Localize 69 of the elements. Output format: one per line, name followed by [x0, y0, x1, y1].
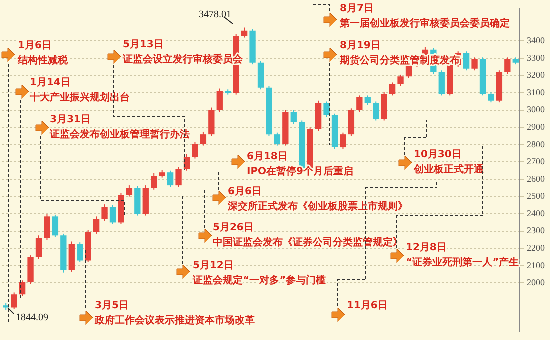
y-tick-label: 2600 — [527, 174, 546, 184]
candlestick — [324, 101, 330, 118]
annotation: 5月26日 — [213, 222, 254, 234]
annotation: 11月6日 — [347, 300, 388, 312]
annotation: 结构性减税 — [17, 54, 69, 67]
y-tick-label: 3200 — [527, 70, 546, 80]
y-tick-label: 2300 — [527, 226, 546, 236]
annotation: IPO在暂停9个月后重启 — [247, 166, 354, 178]
candlestick — [389, 82, 396, 96]
annotation: 5月13日 — [123, 40, 164, 51]
annotation: 8月19日 — [340, 40, 381, 52]
candlestick — [504, 57, 511, 75]
candlestick — [340, 132, 346, 150]
annotation: 1月14日 — [30, 78, 71, 89]
annotation: 10月30日 — [414, 150, 462, 161]
candlestick — [364, 95, 371, 106]
candlestick — [192, 142, 198, 160]
annotation: 政府工作会议表示推进资本市场改革 — [94, 314, 255, 327]
candlestick — [176, 166, 182, 188]
candlestick — [438, 70, 445, 96]
annotation: 6月6日 — [228, 186, 262, 198]
annotation: 6月18日 — [247, 152, 288, 163]
annotation: 证监会规定“一对多”参与门槛 — [192, 274, 326, 287]
annotation: 3月5日 — [95, 300, 129, 312]
candlestick — [126, 185, 133, 198]
candlestick — [77, 242, 84, 263]
candlestick — [11, 292, 18, 310]
y-tick-label: 3000 — [527, 104, 546, 115]
candlestick — [356, 95, 363, 113]
candlestick — [373, 101, 380, 122]
y-tick-label: 2000 — [527, 278, 546, 288]
annotation: 1844.09 — [16, 312, 48, 324]
annotation: 3月31日 — [50, 114, 91, 126]
annotation: 第一届创业板发行审核委员会委员确定 — [339, 18, 510, 30]
annotation: 3478.01 — [199, 10, 232, 21]
annotation: 5月12日 — [193, 260, 234, 272]
candlestick — [241, 27, 248, 38]
candlestick — [472, 57, 478, 72]
candlestick — [216, 88, 223, 113]
candlestick — [290, 110, 297, 125]
candlestick — [52, 214, 59, 238]
candlestick — [36, 235, 42, 260]
annotation: 1月6日 — [18, 40, 52, 52]
candlestick — [110, 204, 116, 225]
annotation: 创业板正式开通 — [413, 164, 485, 176]
y-tick-label: 2800 — [527, 139, 546, 150]
candlestick — [274, 132, 281, 146]
y-tick-label: 2500 — [527, 191, 546, 202]
annotation: 深交所正式发布《创业板股票上市规则》 — [227, 200, 408, 213]
candlestick — [151, 172, 158, 190]
y-tick-label: 3400 — [527, 36, 546, 46]
candlestick — [167, 170, 174, 188]
candlestick — [44, 214, 50, 240]
candlestick — [200, 131, 207, 146]
y-tick-label: 2200 — [527, 243, 546, 253]
y-tick-label: 2700 — [527, 156, 546, 167]
annotation: 12月8日 — [406, 242, 447, 254]
candlestick — [102, 204, 108, 222]
candlestick — [93, 216, 100, 234]
candlestick — [463, 51, 470, 72]
y-tick-label: 2900 — [527, 122, 546, 132]
y-tick-label: 2100 — [527, 260, 546, 270]
candlestick — [398, 74, 404, 87]
y-tick-label: 3300 — [527, 52, 546, 63]
candlestick — [488, 92, 494, 104]
annotation: 8月7日 — [340, 4, 374, 15]
y-tick-label: 2400 — [527, 208, 546, 218]
annotation: “证券业死刑第一人”产生 — [406, 256, 520, 269]
y-tick-label: 3100 — [527, 87, 546, 98]
